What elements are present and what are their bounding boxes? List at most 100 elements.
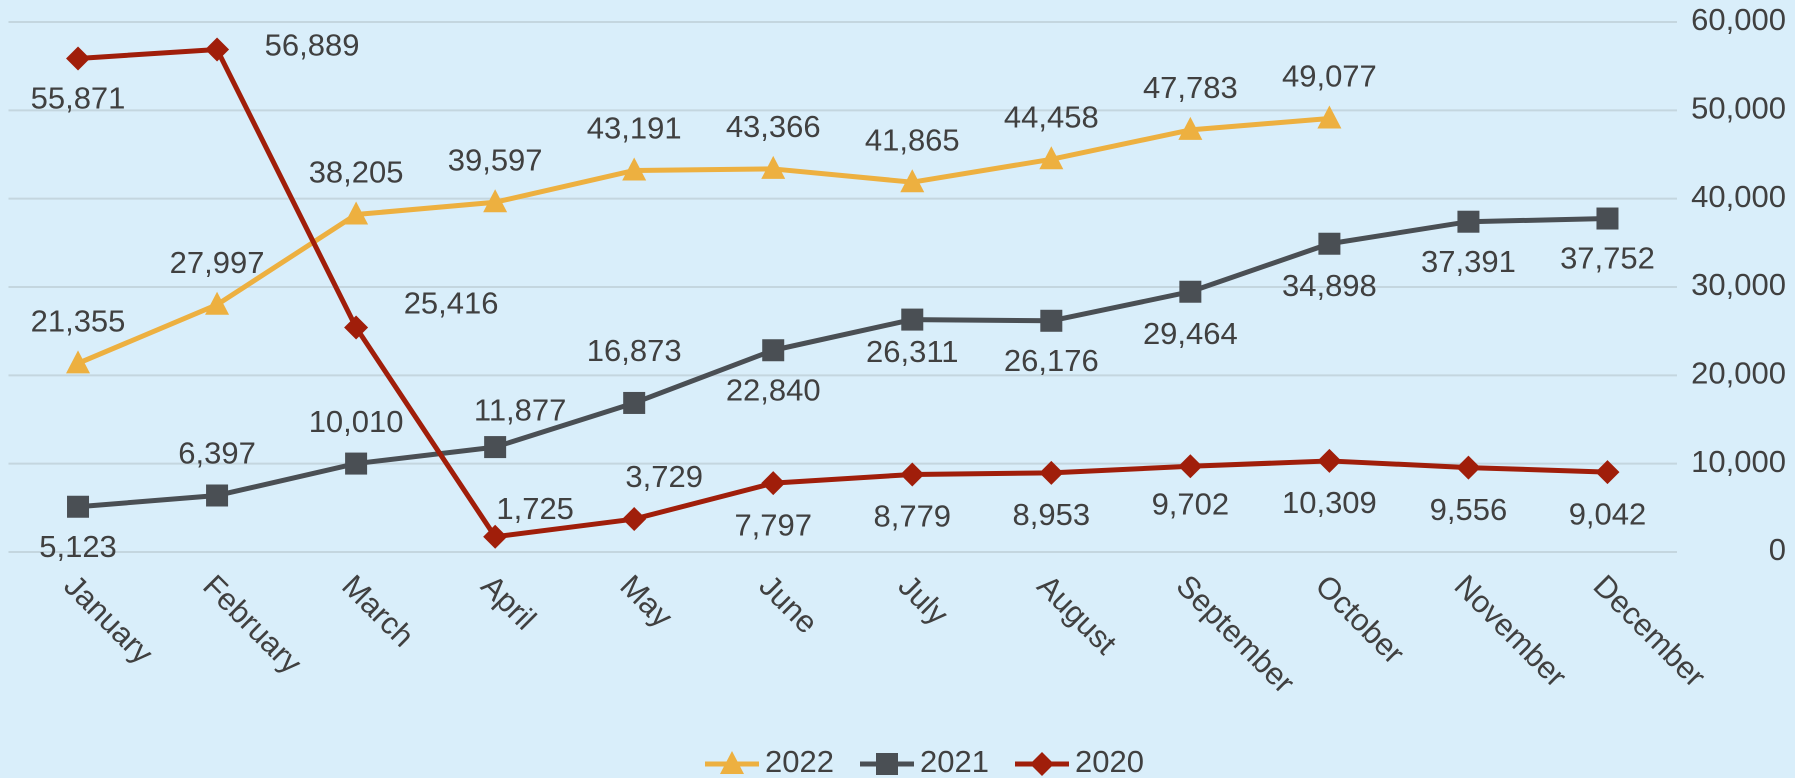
marker — [622, 157, 647, 181]
legend-label: 2022 — [765, 744, 834, 778]
marker — [66, 46, 91, 71]
marker — [67, 495, 90, 518]
x-tick-label: May — [613, 568, 680, 635]
y-tick-label: 10,000 — [1691, 444, 1786, 479]
data-label: 49,077 — [1282, 59, 1377, 94]
data-label: 41,865 — [865, 122, 960, 157]
marker — [1178, 116, 1203, 140]
x-tick-label: March — [335, 568, 421, 654]
marker — [344, 315, 369, 340]
marker — [876, 753, 898, 775]
series: 21,355 27,997 38,205 39,597 43,191 43,366 41,8… — [31, 59, 1377, 374]
data-label: 11,877 — [474, 392, 567, 427]
data-label: 8,953 — [1013, 497, 1091, 532]
marker — [484, 436, 507, 459]
data-label: 55,871 — [31, 81, 126, 116]
data-label: 9,556 — [1430, 492, 1508, 527]
legend-label: 2020 — [1075, 744, 1144, 778]
marker — [720, 751, 744, 774]
marker — [345, 452, 368, 475]
data-label: 7,797 — [734, 507, 812, 542]
marker — [344, 201, 369, 225]
data-label: 39,597 — [448, 142, 543, 177]
series: 55,871 56,889 25,416 1,725 3,729 7,797 8,779 8,… — [31, 28, 1647, 549]
line — [77, 216, 1608, 510]
series: 5,123 6,397 10,010 11,877 16,873 22,840 26,311… — [39, 207, 1655, 564]
marker — [1039, 460, 1064, 485]
y-tick-label: 30,000 — [1691, 267, 1786, 302]
x-tick-label: September — [1170, 568, 1302, 700]
marker — [483, 189, 508, 213]
data-label: 21,355 — [31, 304, 126, 339]
data-label: 44,458 — [1004, 99, 1099, 134]
marker — [1596, 207, 1619, 230]
x-tick-label: January — [57, 568, 160, 671]
marker — [762, 339, 785, 362]
data-label: 56,889 — [265, 28, 360, 63]
y-tick-label: 40,000 — [1691, 179, 1786, 214]
data-label: 9,702 — [1152, 486, 1230, 521]
data-label: 43,366 — [726, 109, 821, 144]
marker — [1595, 460, 1620, 485]
marker — [1457, 210, 1480, 233]
data-label: 6,397 — [178, 436, 256, 471]
legend-label: 2021 — [920, 744, 989, 778]
data-label: 26,176 — [1004, 343, 1099, 378]
marker — [761, 471, 786, 496]
marker — [1456, 455, 1481, 480]
marker — [622, 507, 647, 532]
data-label: 3,729 — [625, 459, 703, 494]
marker — [66, 350, 91, 374]
data-label: 47,783 — [1143, 70, 1238, 105]
x-tick-label: December — [1587, 568, 1713, 694]
data-label: 43,191 — [587, 111, 682, 146]
y-tick-label: 20,000 — [1691, 356, 1786, 391]
marker — [483, 524, 508, 549]
data-label: 34,898 — [1282, 268, 1377, 303]
x-tick-label: October — [1309, 568, 1412, 671]
y-tick-label: 0 — [1769, 532, 1786, 567]
marker — [206, 484, 229, 507]
marker — [1179, 280, 1202, 303]
data-label: 29,464 — [1143, 316, 1238, 351]
marker — [1039, 146, 1064, 170]
marker — [1317, 448, 1342, 473]
data-label: 10,010 — [309, 404, 404, 439]
marker — [900, 169, 925, 193]
line — [77, 46, 1608, 540]
line — [77, 115, 1330, 366]
data-label: 27,997 — [170, 245, 265, 280]
marker — [1178, 454, 1203, 479]
data-label: 25,416 — [404, 286, 499, 321]
data-label: 1,725 — [496, 491, 574, 526]
y-tick-label: 50,000 — [1691, 91, 1786, 126]
data-label: 5,123 — [39, 529, 117, 564]
x-tick-label: August — [1031, 568, 1124, 661]
y-tick-label: 60,000 — [1691, 2, 1786, 37]
x-tick-label: April — [474, 568, 543, 637]
x-tick-label: November — [1448, 568, 1574, 694]
marker — [900, 462, 925, 487]
marker — [205, 37, 230, 62]
marker — [761, 155, 786, 179]
data-label: 9,042 — [1569, 496, 1647, 531]
x-tick-label: June — [752, 568, 824, 640]
marker — [623, 391, 646, 414]
data-label: 38,205 — [309, 155, 404, 190]
data-label: 26,311 — [866, 334, 959, 369]
marker — [901, 308, 924, 331]
x-tick-label: July — [892, 568, 956, 632]
marker — [1317, 105, 1342, 129]
x-tick-label: February — [196, 568, 309, 681]
marker — [1030, 752, 1054, 776]
data-label: 22,840 — [726, 372, 821, 407]
data-label: 16,873 — [587, 333, 682, 368]
marker — [205, 291, 230, 315]
data-label: 37,391 — [1421, 244, 1516, 279]
marker — [1040, 309, 1063, 332]
data-label: 37,752 — [1560, 241, 1655, 276]
marker — [1318, 232, 1341, 255]
data-label: 10,309 — [1282, 485, 1377, 520]
data-label: 8,779 — [873, 499, 951, 534]
